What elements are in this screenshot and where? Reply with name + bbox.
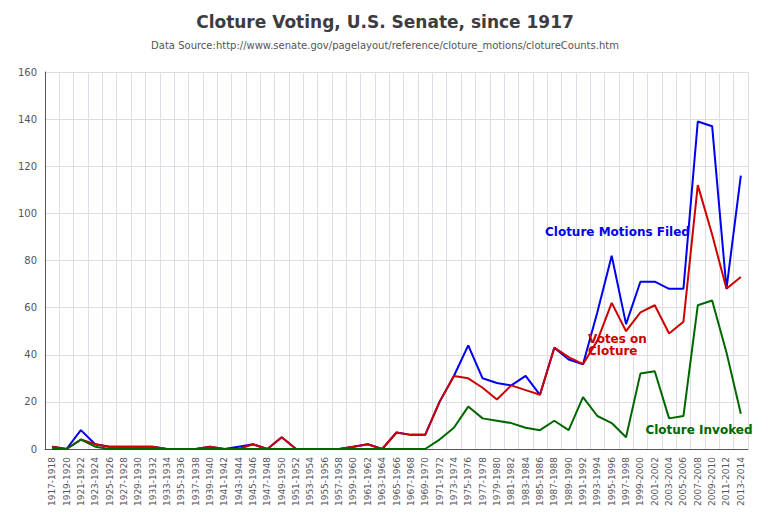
svg-text:1935-1936: 1935-1936 xyxy=(176,457,186,506)
svg-text:1991-1992: 1991-1992 xyxy=(578,457,588,506)
svg-text:1925-1926: 1925-1926 xyxy=(105,457,115,506)
svg-text:1981-1982: 1981-1982 xyxy=(506,457,516,506)
svg-text:1967-1968: 1967-1968 xyxy=(406,457,416,506)
svg-text:1963-1964: 1963-1964 xyxy=(377,457,387,506)
svg-text:1973-1974: 1973-1974 xyxy=(449,457,459,506)
svg-text:2007-2008: 2007-2008 xyxy=(693,457,703,506)
svg-text:Votes on: Votes on xyxy=(588,332,647,347)
svg-text:1977-1978: 1977-1978 xyxy=(478,457,488,506)
svg-text:1957-1958: 1957-1958 xyxy=(334,457,344,506)
svg-text:100: 100 xyxy=(18,208,37,219)
svg-text:Cloture Voting, U.S. Senate, s: Cloture Voting, U.S. Senate, since 1917 xyxy=(196,12,574,32)
svg-text:Cloture Motions Filed: Cloture Motions Filed xyxy=(545,225,690,239)
svg-text:1955-1956: 1955-1956 xyxy=(320,457,330,506)
svg-text:40: 40 xyxy=(24,349,37,360)
svg-text:120: 120 xyxy=(18,161,37,172)
svg-text:Cloture Invoked: Cloture Invoked xyxy=(645,423,752,437)
svg-text:20: 20 xyxy=(24,396,37,407)
svg-text:Cloture: Cloture xyxy=(588,344,638,358)
svg-text:1947-1948: 1947-1948 xyxy=(262,457,272,506)
svg-text:1941-1942: 1941-1942 xyxy=(219,457,229,506)
svg-text:1937-1938: 1937-1938 xyxy=(191,457,201,506)
svg-text:60: 60 xyxy=(24,302,37,313)
svg-text:160: 160 xyxy=(18,67,37,78)
svg-text:1927-1928: 1927-1928 xyxy=(119,457,129,506)
svg-text:1987-1988: 1987-1988 xyxy=(549,457,559,506)
svg-text:1979-1980: 1979-1980 xyxy=(492,457,502,506)
svg-text:1921-1922: 1921-1922 xyxy=(76,457,86,506)
svg-text:1999-2000: 1999-2000 xyxy=(635,457,645,506)
svg-text:1923-1924: 1923-1924 xyxy=(90,457,100,506)
svg-text:1975-1976: 1975-1976 xyxy=(463,457,473,506)
svg-text:1949-1950: 1949-1950 xyxy=(277,457,287,506)
svg-text:80: 80 xyxy=(24,255,37,266)
svg-text:1997-1998: 1997-1998 xyxy=(621,457,631,506)
svg-text:1995-1996: 1995-1996 xyxy=(607,457,617,506)
svg-text:1965-1966: 1965-1966 xyxy=(392,457,402,506)
svg-text:1933-1934: 1933-1934 xyxy=(162,457,172,506)
svg-text:2013-2014: 2013-2014 xyxy=(736,457,746,506)
svg-text:2003-2004: 2003-2004 xyxy=(664,457,674,506)
svg-text:1917-1918: 1917-1918 xyxy=(47,457,57,506)
svg-text:1959-1960: 1959-1960 xyxy=(348,457,358,506)
svg-text:1969-1970: 1969-1970 xyxy=(420,457,430,506)
svg-text:2009-2010: 2009-2010 xyxy=(707,457,717,506)
svg-text:1943-1944: 1943-1944 xyxy=(234,457,244,506)
svg-text:1945-1946: 1945-1946 xyxy=(248,457,258,506)
svg-text:2005-2006: 2005-2006 xyxy=(678,457,688,506)
svg-text:1939-1940: 1939-1940 xyxy=(205,457,215,506)
svg-text:1953-1954: 1953-1954 xyxy=(305,457,315,506)
svg-text:1983-1984: 1983-1984 xyxy=(521,457,531,506)
svg-text:1993-1994: 1993-1994 xyxy=(592,457,602,506)
svg-text:0: 0 xyxy=(31,444,37,455)
svg-text:2001-2002: 2001-2002 xyxy=(650,457,660,506)
svg-text:2011-2012: 2011-2012 xyxy=(721,457,731,506)
svg-text:1931-1932: 1931-1932 xyxy=(148,457,158,506)
svg-text:1919-1920: 1919-1920 xyxy=(62,457,72,506)
svg-text:140: 140 xyxy=(18,114,37,125)
svg-text:1989-1990: 1989-1990 xyxy=(564,457,574,506)
svg-text:1929-1930: 1929-1930 xyxy=(133,457,143,506)
svg-text:1951-1952: 1951-1952 xyxy=(291,457,301,506)
svg-text:1971-1972: 1971-1972 xyxy=(435,457,445,506)
svg-text:Data Source:http://www.senate.: Data Source:http://www.senate.gov/pagela… xyxy=(151,40,619,52)
svg-text:1961-1962: 1961-1962 xyxy=(363,457,373,506)
svg-text:1985-1986: 1985-1986 xyxy=(535,457,545,506)
